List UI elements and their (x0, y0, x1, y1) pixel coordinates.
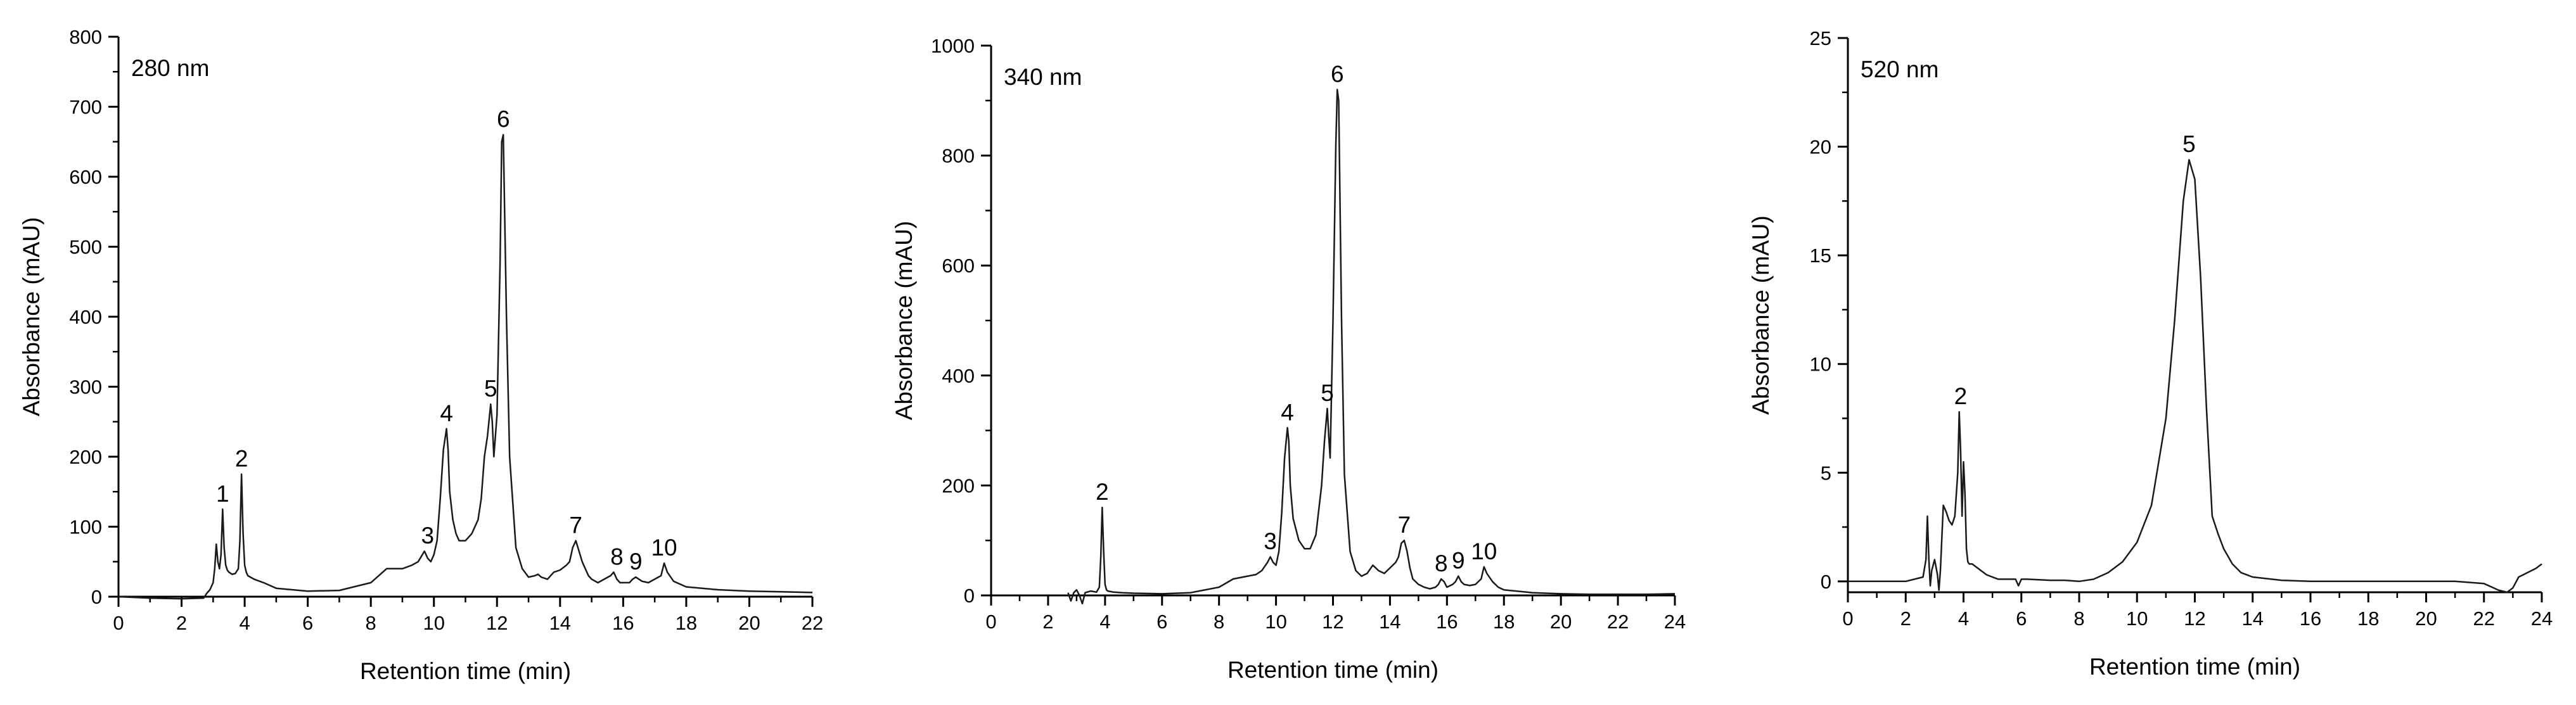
chart3-x-tick-label: 2 (1900, 607, 1911, 630)
chart1-y-tick-label: 700 (69, 96, 102, 118)
chart-panel-340nm: 0 2 4 6 8 10 12 14 16 18 20 22 2402004006008001000Re… (891, 35, 1686, 683)
chart1-y-tick-label: 0 (91, 586, 102, 608)
chart3-y-tick-label: 20 (1810, 136, 1831, 158)
chart2-peak-label-3: 3 (1264, 528, 1277, 554)
chart1-y-tick-label: 200 (69, 446, 102, 468)
chart1-x-tick-label: 6 (302, 612, 313, 634)
chart3-y-tick-label: 10 (1810, 353, 1831, 376)
chart3-x-tick-label: 24 (2531, 607, 2553, 630)
chart1-x-tick-label: 0 (113, 612, 124, 634)
chart1-wavelength-label: 280 nm (131, 55, 209, 81)
chart3-wavelength-label: 520 nm (1861, 56, 1938, 82)
chart2-y-tick-label: 0 (964, 585, 975, 607)
chart1-y-tick-label: 300 (69, 376, 102, 398)
chart1-peak-label-2: 2 (235, 446, 248, 472)
chart3-x-tick-label: 18 (2357, 607, 2379, 630)
chart2-peak-label-6: 6 (1331, 61, 1344, 87)
chart1-peak-label-5: 5 (484, 376, 497, 402)
chart2-x-axis-label: Retention time (min) (1227, 657, 1439, 683)
chart3-peak-label-2: 2 (1954, 383, 1968, 409)
chart2-x-tick-label: 2 (1042, 611, 1053, 633)
chart2-peak-label-9: 9 (1452, 548, 1465, 574)
chart3-y-tick-label: 15 (1810, 245, 1831, 267)
chart1-peak-label-10: 10 (651, 535, 677, 561)
chart2-x-tick-label: 12 (1322, 611, 1343, 633)
chart1-x-tick-label: 16 (612, 612, 634, 634)
chart2-x-tick-label: 0 (985, 611, 996, 633)
chart2-peak-label-8: 8 (1435, 550, 1448, 576)
chart2-y-tick-label: 200 (942, 474, 975, 497)
chart2-x-tick-label: 22 (1607, 611, 1629, 633)
chart3-peak-label-5: 5 (2182, 131, 2196, 157)
chart2-peak-label-4: 4 (1281, 399, 1294, 425)
chart1-peak-label-1: 1 (216, 481, 229, 507)
chart2-peak-label-5: 5 (1321, 380, 1334, 406)
chart3-x-tick-label: 12 (2184, 607, 2205, 630)
chart1-x-tick-label: 12 (486, 612, 508, 634)
chart2-wavelength-label: 340 nm (1004, 64, 1082, 90)
chart1-y-tick-label: 500 (69, 236, 102, 258)
chart1-x-tick-label: 2 (176, 612, 187, 634)
chart2-peak-label-7: 7 (1398, 512, 1411, 538)
chart2-y-tick-label: 1000 (931, 35, 975, 57)
chart1-y-axis-label: Absorbance (mAU) (18, 217, 44, 417)
chart2-x-tick-label: 8 (1214, 611, 1224, 633)
chart3-x-tick-label: 0 (1842, 607, 1853, 630)
chart1-x-tick-label: 18 (676, 612, 697, 634)
chart2-x-tick-label: 18 (1493, 611, 1515, 633)
chart1-peak-label-4: 4 (440, 400, 453, 426)
chart2-y-axis-label: Absorbance (mAU) (891, 221, 917, 421)
chart1-y-tick-label: 600 (69, 166, 102, 188)
chart1-x-tick-label: 22 (802, 612, 823, 634)
chart3-y-tick-label: 0 (1821, 571, 1831, 593)
chart3-x-tick-label: 10 (2126, 607, 2148, 630)
chart3-x-tick-label: 8 (2073, 607, 2084, 630)
chart3-y-axis-label: Absorbance (mAU) (1748, 215, 1774, 415)
chart1-x-tick-label: 4 (239, 612, 250, 634)
chart3-x-tick-label: 14 (2242, 607, 2264, 630)
chart1-x-tick-label: 10 (423, 612, 444, 634)
chart2-peak-label-10: 10 (1471, 538, 1497, 564)
chart1-peak-label-3: 3 (421, 523, 434, 549)
chart1-peak-label-9: 9 (629, 549, 643, 575)
chart2-y-tick-label: 800 (942, 145, 975, 167)
chart1-x-tick-label: 20 (738, 612, 760, 634)
chart1-trace-line (118, 134, 813, 600)
chart3-x-tick-label: 22 (2473, 607, 2495, 630)
chart2-trace-line (1067, 89, 1676, 605)
chart3-x-tick-label: 20 (2415, 607, 2437, 630)
chart3-y-tick-label: 5 (1821, 462, 1831, 484)
chart1-x-tick-label: 14 (549, 612, 571, 634)
chart1-peak-label-6: 6 (497, 106, 510, 132)
chart3-x-tick-label: 16 (2300, 607, 2321, 630)
chart-panel-520nm: 0 2 4 6 8 10 12 14 16 18 20 22 240510152025Retention… (1748, 27, 2553, 680)
chart2-x-tick-label: 24 (1664, 611, 1686, 633)
chart2-y-tick-label: 400 (942, 365, 975, 387)
chart1-y-tick-label: 400 (69, 306, 102, 328)
chart2-peak-label-2: 2 (1096, 479, 1109, 505)
chart2-y-tick-label: 600 (942, 255, 975, 277)
chart-panel-280nm: 0 2 4 6 8 10 12 14 16 18 20 22010020030040050060070… (18, 26, 823, 684)
chart1-peak-label-8: 8 (610, 543, 624, 569)
chart2-x-tick-label: 20 (1550, 611, 1572, 633)
chart2-x-tick-label: 6 (1157, 611, 1167, 633)
chart1-y-tick-label: 800 (69, 26, 102, 48)
chart3-x-tick-label: 6 (2016, 607, 2027, 630)
chart3-y-tick-label: 25 (1810, 27, 1831, 49)
chart2-x-tick-label: 4 (1099, 611, 1110, 633)
chart3-trace-line (1848, 158, 2542, 594)
chart2-x-tick-label: 16 (1436, 611, 1458, 633)
chart3-x-axis-label: Retention time (min) (2089, 654, 2300, 680)
chart1-x-axis-label: Retention time (min) (360, 658, 571, 684)
chart3-x-tick-label: 4 (1958, 607, 1969, 630)
chart2-x-tick-label: 10 (1265, 611, 1286, 633)
chart1-y-tick-label: 100 (69, 516, 102, 538)
chart2-x-tick-label: 14 (1379, 611, 1400, 633)
chart1-peak-label-7: 7 (569, 512, 582, 538)
chart1-x-tick-label: 8 (366, 612, 376, 634)
